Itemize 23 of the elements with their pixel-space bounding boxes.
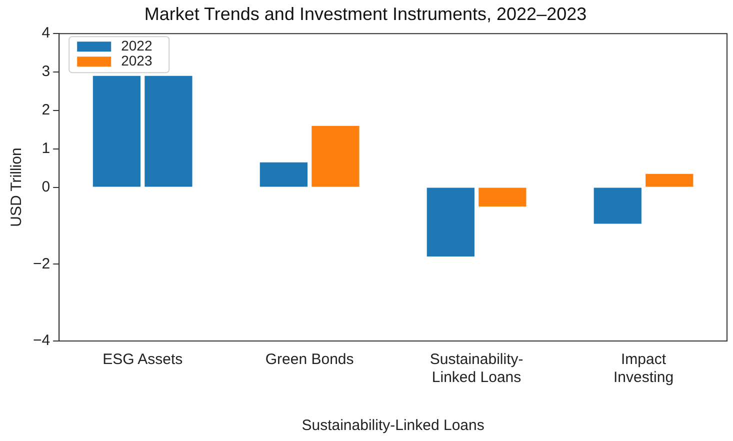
y-axis-title: USD Trillion <box>8 148 26 227</box>
x-tick-label: Sustainability- Linked Loans <box>430 351 524 386</box>
y-tick-label: 4 <box>42 24 50 42</box>
x-tick-label: ESG Assets <box>102 351 183 368</box>
bar <box>92 76 141 187</box>
bar <box>478 188 526 207</box>
x-axis-title: Sustainability-Linked Loans <box>302 417 484 434</box>
y-tick-label: −2 <box>32 255 50 272</box>
bar <box>312 126 360 187</box>
bar <box>594 188 642 224</box>
y-tick-label: 2 <box>42 102 50 119</box>
x-tick-label: Green Bonds <box>265 351 354 368</box>
bar <box>426 188 474 256</box>
legend-label: 2022 <box>121 37 152 54</box>
y-tick-label: −4 <box>32 332 50 350</box>
chart-title: Market Trends and Investment Instruments, 2022–2023 <box>144 4 587 24</box>
bar <box>260 162 308 187</box>
x-tick-label: Impact Investing <box>613 351 674 386</box>
bar <box>646 174 694 187</box>
y-tick-label: 3 <box>42 63 50 80</box>
y-tick-label: 0 <box>42 178 50 196</box>
y-tick-label: 1 <box>42 140 50 158</box>
legend-label: 2023 <box>121 52 152 68</box>
